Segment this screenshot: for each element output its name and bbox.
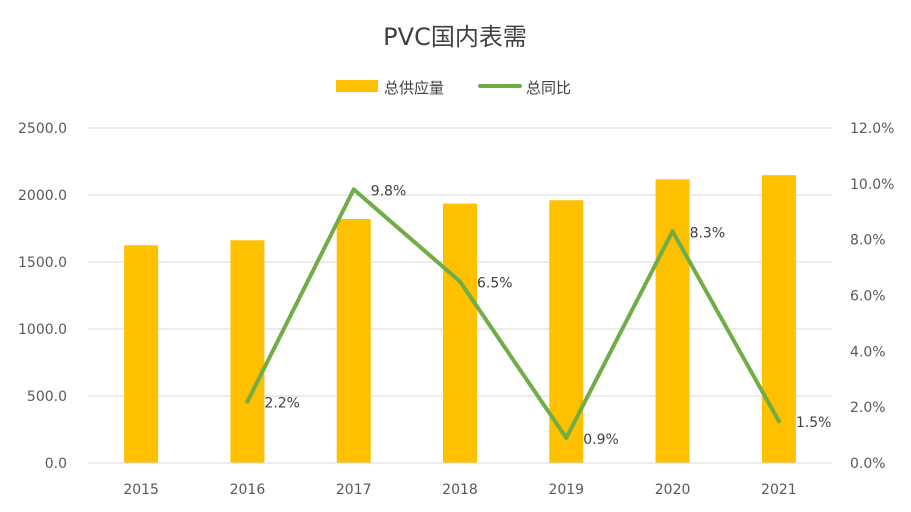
- left-tick-label: 500.0: [27, 389, 67, 405]
- data-labels: 2.2% 9.8% 6.5% 0.9% 8.3% 1.5%: [264, 183, 831, 447]
- right-tick-label: 10.0%: [850, 177, 894, 193]
- x-tick-label: 2020: [655, 482, 691, 498]
- line-series: [245, 187, 781, 440]
- legend: 总供应量 总同比: [336, 79, 571, 97]
- right-tick-label: 4.0%: [850, 344, 886, 360]
- data-label: 8.3%: [690, 225, 726, 241]
- right-tick-label: 8.0%: [850, 233, 886, 249]
- bar: [655, 179, 690, 463]
- bar-series: [124, 175, 796, 464]
- bar: [443, 203, 477, 464]
- data-label: 9.8%: [371, 183, 407, 199]
- data-label: 1.5%: [796, 415, 832, 431]
- line-point: [776, 419, 781, 424]
- legend-swatch-bar: [336, 80, 378, 92]
- bar: [124, 245, 159, 463]
- x-tick-label: 2016: [230, 482, 266, 498]
- data-label: 6.5%: [477, 276, 513, 292]
- line-point: [351, 187, 356, 192]
- x-tick-label: 2017: [336, 482, 372, 498]
- line-point: [458, 279, 462, 284]
- chart-title: PVC国内表需: [383, 23, 527, 51]
- line-path: [245, 187, 781, 440]
- left-tick-label: 1500.0: [18, 255, 67, 271]
- data-label: 0.9%: [583, 432, 619, 448]
- x-tick-label: 2021: [761, 482, 797, 498]
- bar: [336, 218, 371, 463]
- legend-label-bar: 总供应量: [384, 79, 444, 97]
- left-axis: 0.0 500.0 1000.0 1500.0 2000.0 2500.0: [18, 121, 67, 472]
- x-tick-label: 2015: [123, 482, 159, 498]
- right-tick-label: 0.0%: [850, 456, 886, 472]
- right-tick-label: 6.0%: [850, 289, 886, 305]
- left-tick-label: 1000.0: [18, 322, 67, 338]
- line-point: [670, 229, 675, 234]
- legend-label-line: 总同比: [526, 79, 571, 97]
- bar: [230, 240, 265, 463]
- left-tick-label: 0.0: [45, 456, 67, 472]
- left-tick-label: 2000.0: [18, 188, 67, 204]
- data-label: 2.2%: [264, 396, 300, 412]
- left-tick-label: 2500.0: [18, 121, 67, 137]
- right-tick-label: 12.0%: [850, 121, 894, 137]
- line-point: [564, 435, 569, 440]
- bar: [761, 175, 796, 463]
- right-axis: 0.0% 2.0% 4.0% 6.0% 8.0% 10.0% 12.0%: [850, 121, 894, 472]
- x-axis: 2015 2016 2017 2018 2019 2020 2021: [88, 462, 832, 498]
- right-tick-label: 2.0%: [850, 400, 886, 416]
- x-tick-label: 2018: [442, 482, 478, 498]
- line-point: [245, 399, 250, 404]
- x-tick-label: 2019: [548, 482, 584, 498]
